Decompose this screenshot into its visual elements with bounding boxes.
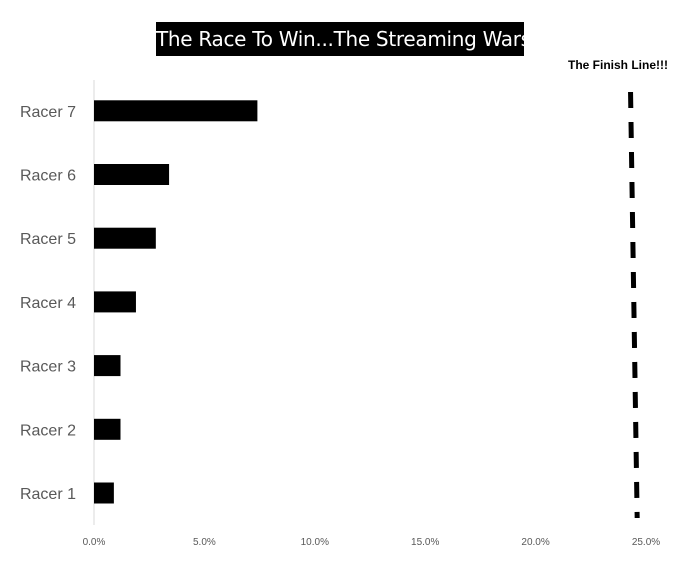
x-tick-label: 0.0% <box>83 537 106 548</box>
category-labels: Racer 1 Racer 2 Racer 3 Racer 4 Racer 5 Racer… <box>20 104 76 503</box>
category-label: Racer 3 <box>20 359 76 376</box>
x-tick-label: 25.0% <box>632 537 660 548</box>
category-label: Racer 4 <box>20 295 76 312</box>
category-label: Racer 2 <box>20 422 76 439</box>
finish-line-label: The Finish Line!!! <box>568 58 668 72</box>
x-tick-labels: 0.0% 5.0% 10.0% 15.0% 20.0% 25.0% <box>83 537 661 548</box>
bar-racer-3 <box>94 355 121 377</box>
bar-racer-1 <box>94 482 114 504</box>
bar-racer-2 <box>94 418 121 440</box>
x-tick-label: 5.0% <box>193 537 216 548</box>
bar-racer-6 <box>94 164 170 185</box>
x-tick-label: 10.0% <box>301 537 329 548</box>
category-label: Racer 5 <box>20 231 76 248</box>
annotations-layer <box>628 91 640 519</box>
x-tick-label: 20.0% <box>521 537 549 548</box>
bar-racer-7 <box>94 100 258 122</box>
category-label: Racer 7 <box>20 104 76 121</box>
bars-layer <box>94 100 258 504</box>
category-label: Racer 1 <box>20 486 76 503</box>
chart-title: The Race To Win...The Streaming Wars <box>156 22 531 56</box>
bar-racer-4 <box>94 291 136 313</box>
bar-racer-5 <box>94 227 156 249</box>
x-tick-label: 15.0% <box>411 537 439 548</box>
category-label: Racer 6 <box>20 168 76 185</box>
finish-line <box>628 91 640 519</box>
